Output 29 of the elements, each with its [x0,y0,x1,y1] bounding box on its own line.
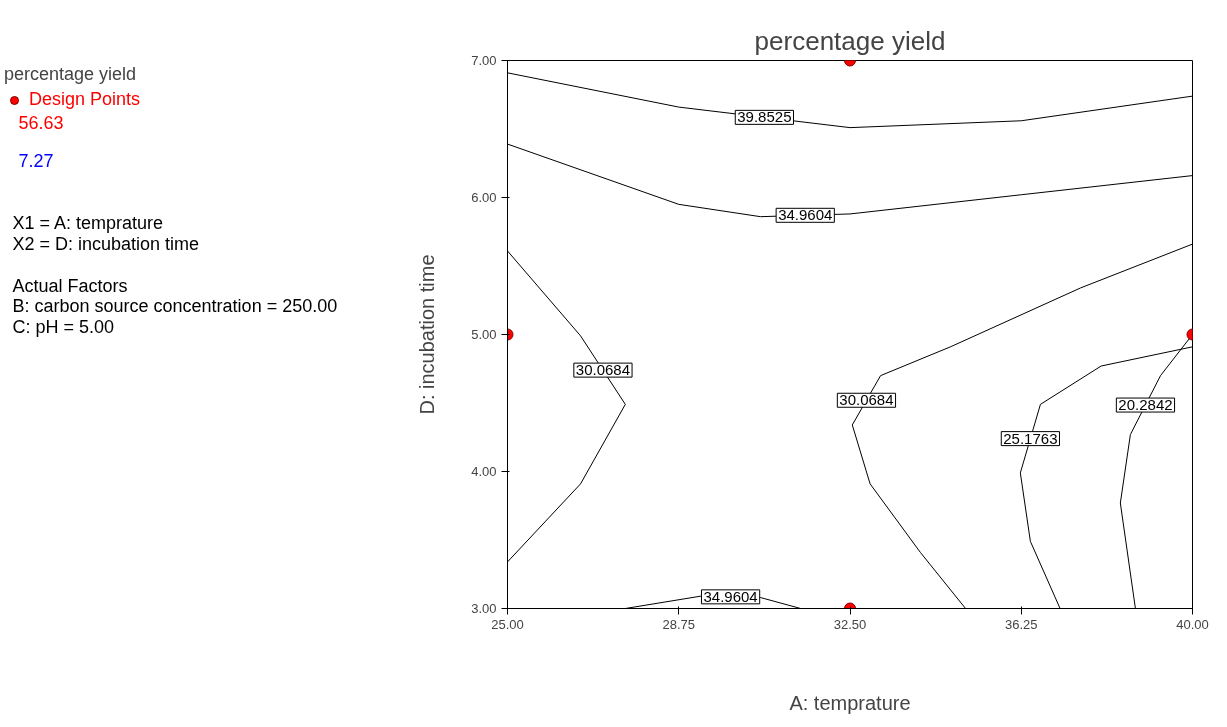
y-tick-label: 3.00 [471,601,497,616]
series-label: 30.0684 [839,391,894,409]
text: Actual Factors [12,275,128,296]
y-tick-label: 4.00 [471,464,497,479]
y-tick-label: 7.00 [471,53,497,68]
x-axis-title: A: temprature [789,691,911,714]
x-tick-label: 25.00 [491,616,524,632]
text: C: pH = 5.00 [12,316,115,337]
y-tick-label: 5.00 [471,327,497,342]
legend-label: Design Points [29,89,141,110]
series-label: 34.9604 [778,206,833,224]
text: X2 = D: incubation time [12,233,200,254]
series-label: 39.8525 [737,108,792,126]
legend-title: percentage yield [4,64,138,85]
x-tick-label: 32.50 [833,616,867,632]
series-label: 30.0684 [575,361,631,379]
x-tick-label: 36.25 [1004,616,1038,632]
text: 7.27 [18,151,54,172]
x-tick-label: 28.75 [662,616,696,632]
series-label: 20.2842 [1118,396,1173,414]
y-tick-label: 6.00 [471,190,497,205]
y-axis-title: D: incubation time [416,254,439,415]
text: B: carbon source concentration = 250.00 [12,296,338,317]
text: X1 = A: temprature [12,213,164,234]
x-tick-label: 40.00 [1176,616,1209,632]
series-label: 34.9604 [703,587,758,605]
text: 56.63 [18,113,64,134]
chart-title: percentage yield [754,25,946,56]
series-label: 25.1763 [1003,429,1058,447]
